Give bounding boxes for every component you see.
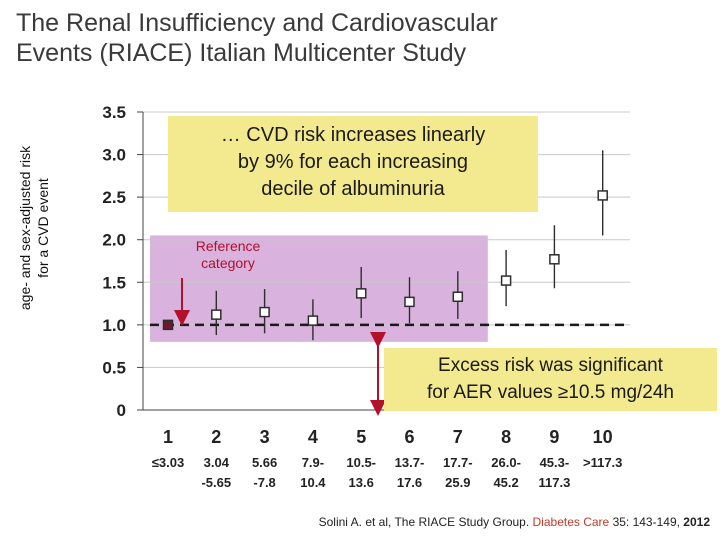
y-tick-label-1: 3.0: [102, 146, 126, 165]
data-point-10: [597, 190, 608, 201]
data-point-8: [500, 275, 512, 286]
x-range-line1-6: 13.7-: [395, 455, 425, 470]
citation-year: 2012: [683, 515, 710, 529]
x-tick-decile-5: 5: [356, 427, 366, 447]
data-point-7: [452, 291, 464, 303]
data-point-2: [211, 309, 222, 320]
x-tick-decile-9: 9: [549, 427, 559, 447]
x-range-line2-9: 117.3: [538, 475, 570, 490]
excess-risk-callout-line2: for AER values ≥10.5 mg/24h: [426, 382, 674, 403]
y-tick-label-4: 1.5: [102, 273, 126, 292]
citation-volume: 35: 143-149,: [609, 515, 684, 529]
reference-label-line1: Reference: [195, 238, 261, 254]
y-tick-label-7: 0: [117, 401, 126, 420]
x-range-line1-10: >117.3: [583, 455, 622, 470]
chart-title-line2: Events (RIACE) Italian Multicenter Study: [16, 39, 467, 67]
x-tick-decile-1: 1: [163, 427, 173, 447]
x-range-line1-8: 26.0-: [491, 455, 521, 470]
x-tick-decile-3: 3: [260, 427, 270, 447]
data-point-3: [259, 306, 270, 318]
x-tick-decile-6: 6: [404, 427, 414, 447]
citation-journal: Diabetes Care: [532, 515, 610, 529]
x-tick-decile-7: 7: [453, 427, 463, 447]
y-tick-label-6: 0.5: [102, 358, 126, 377]
x-range-line2-6: 17.6: [397, 475, 422, 490]
cvd-risk-callout-line1: … CVD risk increases linearly: [220, 124, 486, 146]
y-tick-label-5: 1.0: [102, 316, 126, 335]
data-point-5: [355, 288, 367, 299]
x-tick-decile-2: 2: [211, 427, 221, 447]
x-range-line2-8: 45.2: [493, 475, 518, 490]
x-tick-decile-4: 4: [308, 427, 318, 447]
excess-risk-callout-line1: Excess risk was significant: [438, 355, 663, 376]
chart-title-line1: The Renal Insufficiency and Cardiovascul…: [16, 9, 498, 37]
data-point-4: [307, 315, 319, 326]
x-range-line1-3: 5.66: [252, 455, 277, 470]
x-tick-decile-8: 8: [501, 427, 511, 447]
data-point-6: [404, 296, 415, 308]
x-range-line1-4: 7.9-: [302, 455, 324, 470]
cvd-risk-callout-line3: decile of albuminuria: [261, 178, 445, 200]
y-tick-label-3: 2.0: [102, 231, 126, 250]
x-range-line1-1: ≤3.03: [152, 455, 184, 470]
x-range-line1-5: 10.5-: [346, 455, 376, 470]
x-range-line1-2: 3.04: [204, 455, 230, 470]
x-range-line2-7: 25.9: [445, 475, 470, 490]
x-range-line1-9: 45.3-: [540, 455, 570, 470]
x-range-line2-2: -5.65: [201, 475, 231, 490]
x-range-line1-7: 17.7-: [443, 455, 473, 470]
reference-label-line2: category: [201, 255, 255, 271]
x-tick-decile-10: 10: [593, 427, 613, 447]
y-tick-label-0: 3.5: [102, 103, 126, 122]
data-point-9: [549, 254, 560, 265]
excess-risk-callout: Excess risk was significant for AER valu…: [384, 348, 717, 411]
x-range-line2-5: 13.6: [349, 475, 374, 490]
data-point-1: [162, 319, 174, 331]
cvd-risk-callout-line2: by 9% for each increasing: [237, 151, 469, 173]
citation: Solini A. et al, The RIACE Study Group. …: [319, 515, 710, 529]
y-tick-label-2: 2.5: [102, 188, 126, 207]
x-range-line2-3: -7.8: [253, 475, 275, 490]
chart-title: The Renal Insufficiency and Cardiovascul…: [16, 8, 656, 68]
reference-category-label: Reference category: [176, 238, 280, 272]
citation-authors: Solini A. et al, The RIACE Study Group.: [318, 515, 533, 529]
cvd-risk-callout: … CVD risk increases linearly by 9% for …: [168, 116, 538, 212]
x-range-line2-4: 10.4: [300, 475, 326, 490]
